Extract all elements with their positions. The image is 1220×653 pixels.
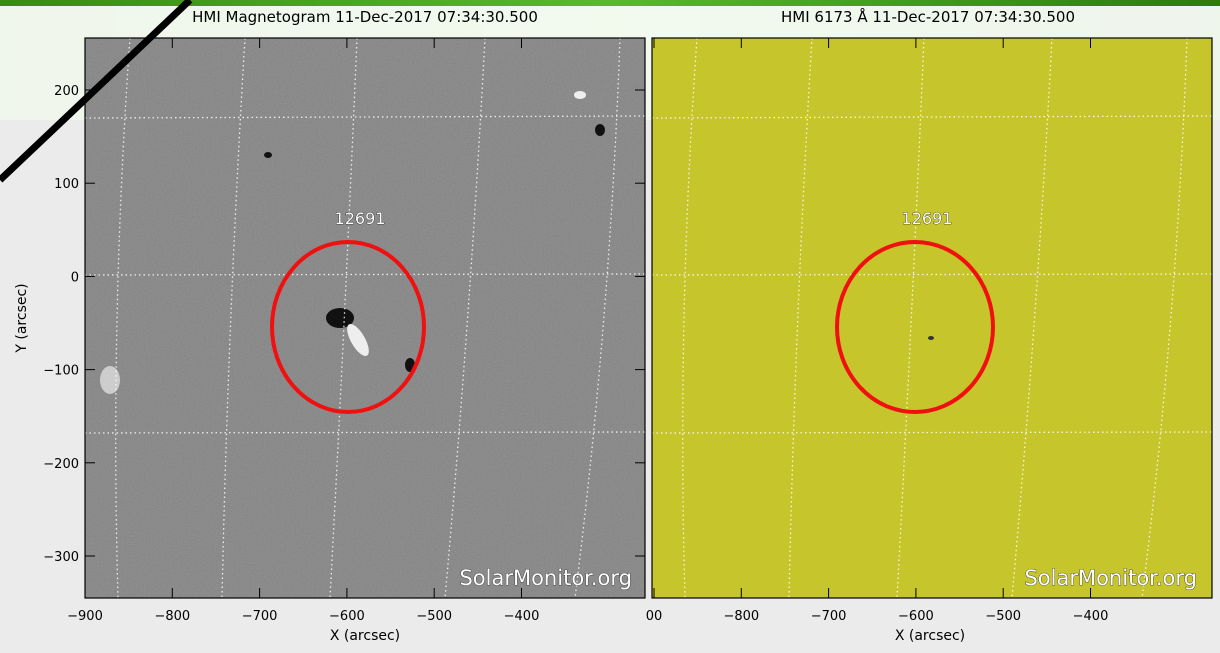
x-tick-label: −600 <box>329 609 365 624</box>
region-label: 12691 <box>335 209 386 228</box>
x-axis-label: X (arcsec) <box>330 628 400 644</box>
x-tick-label: −800 <box>723 609 759 624</box>
plot-frame <box>651 37 1213 599</box>
x-tick-label: 00 <box>646 609 663 624</box>
x-tick-label: −800 <box>154 609 190 624</box>
x-tick-label: −400 <box>504 609 540 624</box>
continuum-image <box>652 38 1212 598</box>
region-circle <box>835 240 995 414</box>
watermark: SolarMonitor.org <box>459 566 632 590</box>
magnetogram-texture <box>85 38 645 598</box>
coordinate-grid <box>84 37 1213 599</box>
y-tick-label: −200 <box>43 457 79 472</box>
region-circle <box>270 240 426 414</box>
watermark: SolarMonitor.org <box>1024 566 1197 590</box>
region-label: 12691 <box>902 209 953 228</box>
x-tick-label: −500 <box>985 609 1021 624</box>
y-tick-label: −300 <box>43 550 79 565</box>
x-tick-label: −400 <box>1073 609 1109 624</box>
x-tick-label: −500 <box>416 609 452 624</box>
y-tick-label: 100 <box>54 177 79 192</box>
y-tick-label: −100 <box>43 364 79 379</box>
plot-frame <box>84 37 646 599</box>
y-tick-label: 0 <box>71 270 79 285</box>
x-tick-label: −700 <box>242 609 278 624</box>
y-tick-label: 200 <box>54 84 79 99</box>
x-axis-label: X (arcsec) <box>895 628 965 644</box>
x-tick-label: −900 <box>67 609 103 624</box>
x-tick-label: −700 <box>811 609 847 624</box>
panel-title: HMI Magnetogram 11-Dec-2017 07:34:30.500 <box>192 8 538 26</box>
x-tick-label: −600 <box>898 609 934 624</box>
top-strip <box>0 0 1220 6</box>
y-axis-label: Y (arcsec) <box>14 283 30 353</box>
sunspot <box>928 336 934 340</box>
magnetic-features <box>100 91 605 394</box>
panel-title: HMI 6173 Å 11-Dec-2017 07:34:30.500 <box>781 7 1075 26</box>
